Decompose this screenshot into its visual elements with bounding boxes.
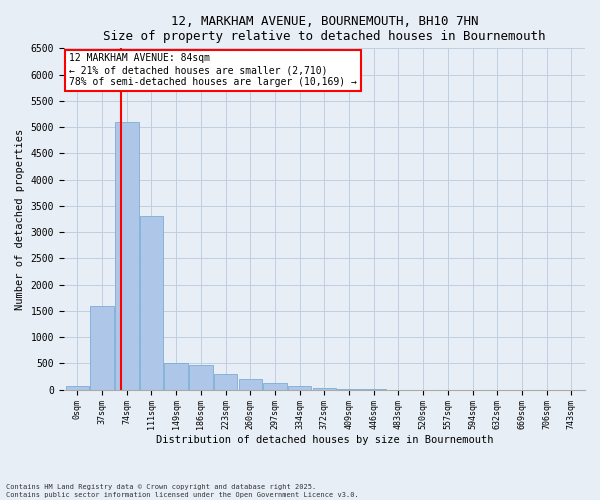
Bar <box>263 384 287 390</box>
Bar <box>313 388 336 390</box>
Bar <box>337 389 361 390</box>
Bar <box>91 306 114 390</box>
Bar <box>189 364 212 390</box>
Bar <box>164 364 188 390</box>
Bar <box>214 374 238 390</box>
X-axis label: Distribution of detached houses by size in Bournemouth: Distribution of detached houses by size … <box>155 435 493 445</box>
Bar <box>140 216 163 390</box>
Text: 12 MARKHAM AVENUE: 84sqm
← 21% of detached houses are smaller (2,710)
78% of sem: 12 MARKHAM AVENUE: 84sqm ← 21% of detach… <box>69 54 357 86</box>
Title: 12, MARKHAM AVENUE, BOURNEMOUTH, BH10 7HN
Size of property relative to detached : 12, MARKHAM AVENUE, BOURNEMOUTH, BH10 7H… <box>103 15 545 43</box>
Bar <box>65 386 89 390</box>
Y-axis label: Number of detached properties: Number of detached properties <box>15 128 25 310</box>
Text: Contains HM Land Registry data © Crown copyright and database right 2025.
Contai: Contains HM Land Registry data © Crown c… <box>6 484 359 498</box>
Bar <box>115 122 139 390</box>
Bar <box>288 386 311 390</box>
Bar <box>239 379 262 390</box>
